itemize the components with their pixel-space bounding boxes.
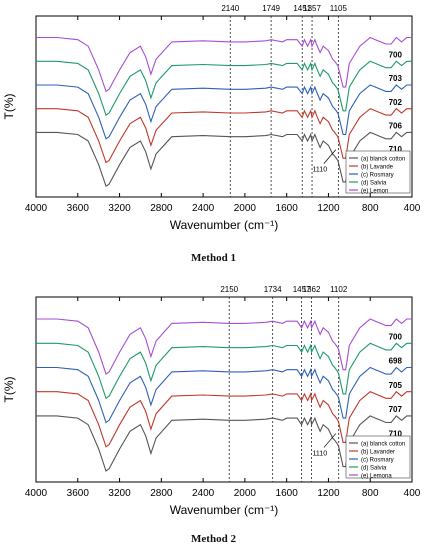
- caption-method-1: Method 1: [191, 252, 236, 264]
- chart2-series-line-4: [36, 318, 412, 375]
- chart2-x-tick-label-2800: 2800: [150, 488, 173, 499]
- chart1-x-tick-label-1200: 1200: [317, 203, 340, 214]
- chart1-x-tick-label-2400: 2400: [192, 203, 215, 214]
- chart1-series-end-label-4: 700: [389, 50, 403, 59]
- chart1-x-tick-label-400: 400: [404, 203, 421, 214]
- chart1-legend-label-0: (a) blanck cotton: [361, 157, 405, 163]
- chart1-x-tick-label-3600: 3600: [67, 203, 90, 214]
- chart1-peak-label-1105: 1105: [330, 4, 348, 13]
- chart2-y-axis-title: T(%): [2, 377, 16, 403]
- chart1-x-tick-label-1600: 1600: [276, 203, 299, 214]
- chart1-series-line-2: [36, 84, 412, 140]
- chart1-x-tick-label-800: 800: [362, 203, 379, 214]
- chart1-series-line-1: [36, 107, 412, 164]
- chart2-x-tick-label-400: 400: [404, 488, 421, 499]
- chart2-legend-label-2: (c) Rosmary: [361, 458, 394, 464]
- chart2-series-line-2: [36, 366, 412, 424]
- chart2-peak-label-1102: 1102: [330, 285, 348, 294]
- chart2-legend-label-4: (e) Lemona: [361, 474, 392, 480]
- chart2-peak-label-2150: 2150: [220, 285, 238, 294]
- chart1-x-tick-label-4000: 4000: [25, 203, 48, 214]
- chart2-series-end-label-1: 707: [389, 405, 403, 414]
- chart1-series-end-label-0: 710: [389, 145, 403, 154]
- chart1-peak-label-2140: 2140: [221, 4, 239, 13]
- chart1-annotation-pointer: [323, 149, 337, 164]
- chart1-legend-label-4: (e) Lemon: [361, 189, 388, 195]
- chart2-series-end-label-4: 700: [389, 332, 403, 341]
- chart1-series-line-0: [36, 131, 412, 188]
- chart2-x-tick-label-2400: 2400: [192, 488, 215, 499]
- chart1-series-line-4: [36, 36, 412, 93]
- chart2-x-tick-label-4000: 4000: [25, 488, 48, 499]
- chart1-legend-label-2: (c) Rosmary: [361, 173, 394, 179]
- chart1-plot-frame: [35, 15, 413, 198]
- chart2-series-line-1: [36, 390, 412, 448]
- chart2-x-tick-label-800: 800: [362, 488, 379, 499]
- chart2-x-tick-label-1600: 1600: [276, 488, 299, 499]
- caption-method-2: Method 2: [191, 533, 236, 545]
- chart2-legend-label-3: (d) Salvia: [361, 466, 387, 472]
- chart2-x-tick-label-3600: 3600: [67, 488, 90, 499]
- chart1-x-tick-label-2000: 2000: [234, 203, 257, 214]
- chart2-x-tick-label-2000: 2000: [234, 488, 257, 499]
- chart1-legend-label-1: (b) Lavande: [361, 165, 394, 171]
- chart2-x-tick-label-3200: 3200: [108, 488, 131, 499]
- chart1-series-end-label-2: 702: [389, 98, 403, 107]
- chart2-annotation-pointer: [323, 433, 337, 448]
- chart2-legend-label-1: (b) Lavander: [361, 450, 395, 456]
- chart1-series-line-3: [36, 60, 412, 116]
- chart2-series-end-label-0: 710: [389, 429, 403, 438]
- chart2-series-end-label-2: 705: [389, 381, 403, 390]
- chart1-series-end-label-1: 706: [389, 122, 403, 131]
- chart1-legend-label-3: (d) Salvia: [361, 181, 387, 187]
- chart2-annotation-1110: 1110: [313, 451, 328, 458]
- chart2-plot-frame: [35, 296, 413, 483]
- chart2-legend-label-0: (a) blanck cotton: [361, 442, 405, 448]
- chart2-series-end-label-3: 698: [389, 357, 403, 366]
- chart2-x-tick-label-1200: 1200: [317, 488, 340, 499]
- chart1-y-axis-title: T(%): [2, 94, 16, 120]
- chart1-x-tick-label-2800: 2800: [150, 203, 173, 214]
- chart2-x-axis-title: Wavenumber (cm⁻¹): [170, 503, 279, 517]
- chart1-x-tick-label-3200: 3200: [108, 203, 131, 214]
- chart1-annotation-1110: 1110: [313, 167, 328, 174]
- chart1-peak-label-1749: 1749: [262, 4, 280, 13]
- chart2-peak-label-1362: 1362: [303, 285, 321, 294]
- chart1-x-axis-title: Wavenumber (cm⁻¹): [170, 218, 279, 232]
- chart2-series-line-3: [36, 342, 412, 400]
- chart2-peak-label-1734: 1734: [264, 285, 282, 294]
- chart1-peak-label-1451: 1451: [293, 4, 311, 13]
- chart1-peak-label-1357: 1357: [303, 4, 321, 13]
- chart2-peak-label-1457: 1457: [293, 285, 311, 294]
- chart2-series-line-0: [36, 415, 412, 472]
- chart1-series-end-label-3: 703: [389, 74, 403, 83]
